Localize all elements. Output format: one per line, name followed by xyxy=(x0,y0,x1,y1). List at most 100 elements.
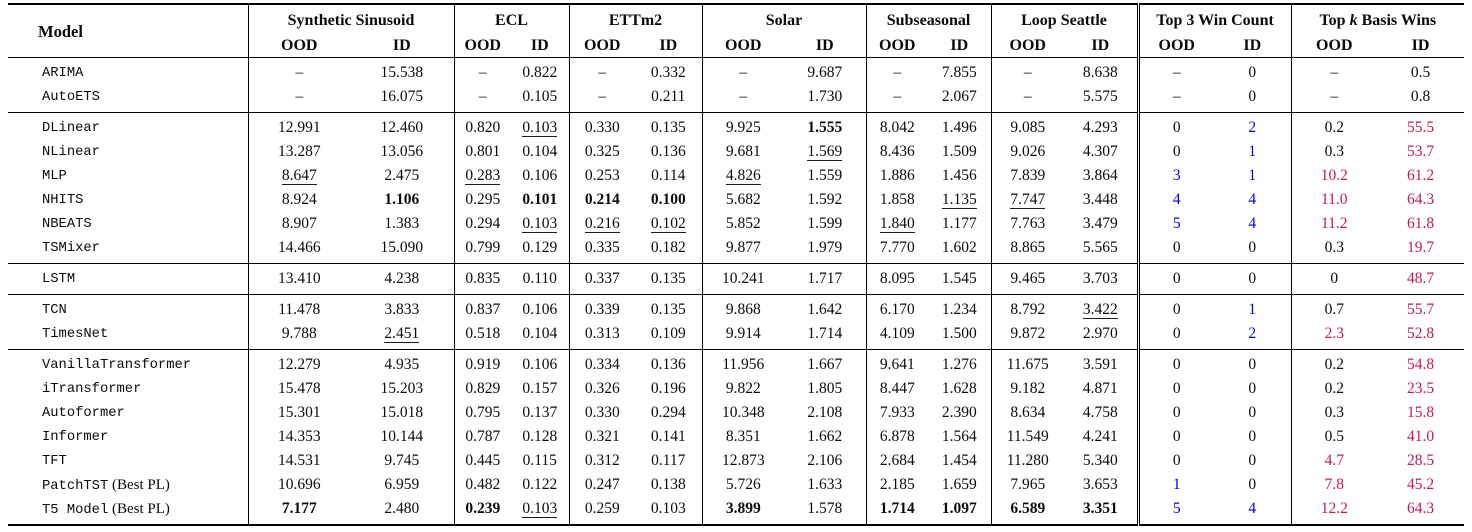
metric-cell: 0.128 xyxy=(511,425,569,449)
metric-cell: 0.330 xyxy=(569,401,635,425)
model-group-3: TCN11.4783.8330.8370.1060.3390.1359.8681… xyxy=(8,295,1464,350)
metric-value: 4.241 xyxy=(1083,428,1118,445)
group-label-text: Subseasonal xyxy=(887,12,971,29)
metric-value: 1.135 xyxy=(942,192,977,210)
group-label-text: Basis Wins xyxy=(1358,12,1437,29)
metric-cell: 0.239 xyxy=(454,497,511,525)
metric-value: 1.642 xyxy=(807,301,842,318)
metric-cell: 8.042 xyxy=(866,113,928,141)
metric-value: 10.696 xyxy=(278,476,321,493)
metric-value: 3.422 xyxy=(1083,302,1118,320)
metric-cell: 1.840 xyxy=(866,212,928,236)
metric-value: 4.109 xyxy=(880,325,915,342)
metric-cell: 0.103 xyxy=(511,212,569,236)
metric-cell: 8.865 xyxy=(991,236,1064,264)
metric-value: 0.135 xyxy=(651,301,686,318)
metric-cell: 0 xyxy=(1214,350,1291,378)
metric-cell: 41.0 xyxy=(1377,425,1464,449)
metric-cell: 9.026 xyxy=(991,140,1064,164)
metric-value: 0.115 xyxy=(523,452,557,469)
metric-value: 15.018 xyxy=(380,404,423,421)
metric-cell: 15.090 xyxy=(350,236,454,264)
metric-cell: 9.868 xyxy=(702,295,784,323)
metric-value: 11.549 xyxy=(1007,428,1049,445)
metric-cell: 0.5 xyxy=(1377,58,1464,86)
metric-value: 0 xyxy=(1173,239,1181,256)
column-group-header: ECL xyxy=(454,4,569,34)
metric-value: 0 xyxy=(1248,476,1256,493)
metric-cell: 0.294 xyxy=(454,212,511,236)
metric-value: 41.0 xyxy=(1407,428,1434,445)
metric-cell: 9.687 xyxy=(784,58,866,86)
metric-cell: 3.591 xyxy=(1064,350,1138,378)
metric-cell: 0.795 xyxy=(454,401,511,425)
metric-cell: 1 xyxy=(1214,164,1291,188)
metric-value: – xyxy=(1173,64,1181,81)
metric-value: 0.103 xyxy=(522,501,557,519)
metric-cell: 3.479 xyxy=(1064,212,1138,236)
metric-value: 0.106 xyxy=(522,356,557,373)
metric-cell: 0.829 xyxy=(454,377,511,401)
metric-cell: 1.456 xyxy=(928,164,991,188)
metric-value: 0.294 xyxy=(651,404,686,421)
metric-value: 1.383 xyxy=(384,215,419,232)
metric-value: 1.545 xyxy=(942,270,977,287)
metric-value: 1.569 xyxy=(807,144,842,162)
metric-cell: – xyxy=(1291,85,1377,113)
metric-value: 0.135 xyxy=(651,270,686,287)
metric-cell: 0 xyxy=(1138,264,1214,295)
metric-cell: 0.103 xyxy=(635,497,702,525)
group-label-text: Loop Seattle xyxy=(1021,12,1107,29)
metric-cell: 0.445 xyxy=(454,449,511,473)
model-name-text: TimesNet xyxy=(42,327,108,342)
metric-cell: 3.703 xyxy=(1064,264,1138,295)
model-name: T5 Model (Best PL) xyxy=(8,497,248,525)
metric-value: 0.8 xyxy=(1411,88,1430,105)
metric-value: 54.8 xyxy=(1407,356,1434,373)
metric-value: 0.141 xyxy=(651,428,686,445)
metric-cell: 2.3 xyxy=(1291,322,1377,350)
metric-cell: 2.451 xyxy=(350,322,454,350)
metric-cell: 0.822 xyxy=(511,58,569,86)
metric-cell: 1.578 xyxy=(784,497,866,525)
metric-cell: 0.214 xyxy=(569,188,635,212)
metric-cell: 0.136 xyxy=(635,350,702,378)
metric-value: 1.730 xyxy=(807,88,842,105)
metric-value: – xyxy=(1330,64,1338,81)
metric-value: – xyxy=(893,64,901,81)
metric-cell: 0.122 xyxy=(511,473,569,497)
metric-cell: 6.878 xyxy=(866,425,928,449)
table-row: iTransformer15.47815.2030.8290.1570.3260… xyxy=(8,377,1464,401)
column-subheader: OOD xyxy=(454,34,511,58)
metric-value: 4.307 xyxy=(1083,143,1118,160)
metric-value: 2 xyxy=(1248,325,1256,342)
metric-cell: 1.662 xyxy=(784,425,866,449)
metric-cell: 5.340 xyxy=(1064,449,1138,473)
model-name: PatchTST (Best PL) xyxy=(8,473,248,497)
column-subheader: OOD xyxy=(1291,34,1377,58)
metric-cell: 10.696 xyxy=(248,473,350,497)
metric-cell: – xyxy=(248,58,350,86)
metric-cell: 3.448 xyxy=(1064,188,1138,212)
table-row: ARIMA–15.538–0.822–0.332–9.687–7.855–8.6… xyxy=(8,58,1464,86)
metric-value: 1.559 xyxy=(807,167,842,184)
model-name: NBEATS xyxy=(8,212,248,236)
metric-value: 0 xyxy=(1248,404,1256,421)
metric-cell: 14.353 xyxy=(248,425,350,449)
metric-cell: 1.569 xyxy=(784,140,866,164)
metric-value: 12.460 xyxy=(380,119,423,136)
metric-value: 15.8 xyxy=(1407,404,1434,421)
metric-value: – xyxy=(479,64,487,81)
metric-value: 0.820 xyxy=(465,119,500,136)
metric-cell: 8.436 xyxy=(866,140,928,164)
metric-value: 55.5 xyxy=(1407,119,1434,136)
metric-value: 8.647 xyxy=(282,168,317,186)
metric-cell: 10.241 xyxy=(702,264,784,295)
metric-cell: 0.339 xyxy=(569,295,635,323)
metric-cell: 1.592 xyxy=(784,188,866,212)
metric-value: 9.877 xyxy=(726,239,761,256)
metric-cell: 0.104 xyxy=(511,140,569,164)
metric-cell: 1.559 xyxy=(784,164,866,188)
metric-value: – xyxy=(295,64,303,81)
column-subheader: OOD xyxy=(866,34,928,58)
